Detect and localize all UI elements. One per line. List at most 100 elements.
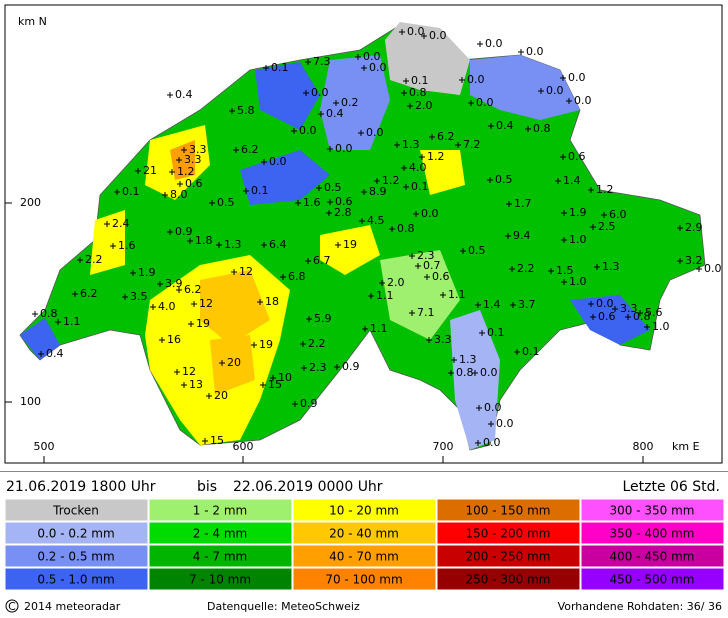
station-marker bbox=[181, 382, 187, 388]
station-value: 0.0 bbox=[568, 71, 586, 84]
station-value: 4.5 bbox=[367, 214, 385, 227]
station-value: 0.4 bbox=[175, 88, 193, 101]
station-marker bbox=[38, 351, 44, 357]
period-bis: bis bbox=[197, 479, 217, 495]
x-label: 600 bbox=[233, 440, 254, 453]
station-marker bbox=[361, 65, 367, 71]
station-value: 0.4 bbox=[326, 107, 344, 120]
station-value: 1.0 bbox=[652, 320, 670, 333]
station-value: 15 bbox=[210, 434, 224, 447]
legend-swatch bbox=[580, 521, 725, 545]
station-value: 1.9 bbox=[138, 266, 156, 279]
station-marker bbox=[506, 201, 512, 207]
station-marker bbox=[451, 357, 457, 363]
station-value: 6.4 bbox=[269, 238, 287, 251]
station-value: 0.4 bbox=[496, 119, 514, 132]
station-value: 1.1 bbox=[448, 288, 466, 301]
station-value: 2.2 bbox=[517, 262, 535, 275]
station-value: 1.2 bbox=[177, 165, 195, 178]
station-value: 1.2 bbox=[382, 174, 400, 187]
station-value: 0.0 bbox=[480, 366, 498, 379]
station-value: 0.0 bbox=[526, 45, 544, 58]
station-marker bbox=[555, 178, 561, 184]
station-value: 0.1 bbox=[487, 326, 505, 339]
station-value: 2.2 bbox=[85, 253, 103, 266]
station-marker bbox=[399, 29, 405, 35]
station-value: 0.9 bbox=[342, 360, 360, 373]
station-marker bbox=[625, 314, 631, 320]
legend-swatch bbox=[292, 521, 437, 545]
station-marker bbox=[361, 189, 367, 195]
station-value: 0.0 bbox=[421, 207, 439, 220]
legend-label: Trocken bbox=[52, 504, 99, 518]
legend-label: 250 - 300 mm bbox=[466, 573, 551, 587]
station-value: 12 bbox=[182, 365, 196, 378]
station-value: 3.9 bbox=[165, 277, 183, 290]
period-last: Letzte 06 Std. bbox=[622, 479, 720, 495]
station-marker bbox=[181, 147, 187, 153]
station-value: 1.0 bbox=[569, 233, 587, 246]
x-label: 700 bbox=[433, 440, 454, 453]
station-value: 1.3 bbox=[402, 138, 420, 151]
station-marker bbox=[419, 154, 425, 160]
station-marker bbox=[359, 218, 365, 224]
station-marker bbox=[487, 177, 493, 183]
station-value: 0.0 bbox=[407, 25, 425, 38]
legend-swatch bbox=[436, 521, 581, 545]
station-marker bbox=[424, 274, 430, 280]
station-value: 0.8 bbox=[533, 122, 551, 135]
legend-swatch bbox=[292, 498, 437, 522]
station-value: 3.3 bbox=[620, 302, 638, 315]
station-marker bbox=[174, 369, 180, 375]
station-value: 6.8 bbox=[288, 270, 306, 283]
station-marker bbox=[421, 33, 427, 39]
station-marker bbox=[167, 229, 173, 235]
station-marker bbox=[476, 405, 482, 411]
station-value: 1.3 bbox=[459, 353, 477, 366]
station-marker bbox=[509, 266, 515, 272]
station-value: 6.2 bbox=[184, 283, 202, 296]
station-value: 21 bbox=[143, 164, 157, 177]
station-marker bbox=[159, 337, 165, 343]
station-value: 2.2 bbox=[308, 337, 326, 350]
station-value: 7.2 bbox=[463, 138, 481, 151]
station-marker bbox=[459, 77, 465, 83]
station-value: 0.5 bbox=[468, 244, 486, 257]
station-marker bbox=[243, 188, 249, 194]
legend-label: 2 - 4 mm bbox=[193, 527, 247, 541]
station-marker bbox=[488, 421, 494, 427]
station-value: 0.0 bbox=[269, 155, 287, 168]
station-marker bbox=[479, 330, 485, 336]
legend-swatch bbox=[4, 498, 149, 522]
station-value: 1.6 bbox=[303, 196, 321, 209]
station-marker bbox=[505, 233, 511, 239]
station-marker bbox=[191, 301, 197, 307]
station-value: 8.9 bbox=[369, 185, 387, 198]
station-value: 6.0 bbox=[609, 208, 627, 221]
legend-label: 300 - 350 mm bbox=[610, 504, 695, 518]
station-marker bbox=[612, 306, 618, 312]
station-marker bbox=[561, 237, 567, 243]
legend-label: 7 - 10 mm bbox=[189, 573, 251, 587]
station-marker bbox=[637, 310, 643, 316]
legend-swatch bbox=[4, 544, 149, 568]
station-value: 0.6 bbox=[432, 270, 450, 283]
station-marker bbox=[219, 360, 225, 366]
station-value: 4.0 bbox=[158, 300, 176, 313]
legend-swatch bbox=[148, 521, 293, 545]
station-value: 0.1 bbox=[522, 345, 540, 358]
legend-label: 400 - 450 mm bbox=[610, 550, 695, 564]
station-marker bbox=[318, 111, 324, 117]
station-marker bbox=[401, 165, 407, 171]
station-value: 0.0 bbox=[467, 73, 485, 86]
station-marker bbox=[305, 59, 311, 65]
station-value: 7.1 bbox=[417, 306, 435, 319]
station-value: 0.8 bbox=[409, 86, 427, 99]
station-marker bbox=[677, 258, 683, 264]
station-marker bbox=[104, 221, 110, 227]
station-value: 1.6 bbox=[118, 239, 136, 252]
station-value: 0.9 bbox=[300, 397, 318, 410]
station-marker bbox=[206, 393, 212, 399]
station-marker bbox=[233, 147, 239, 153]
